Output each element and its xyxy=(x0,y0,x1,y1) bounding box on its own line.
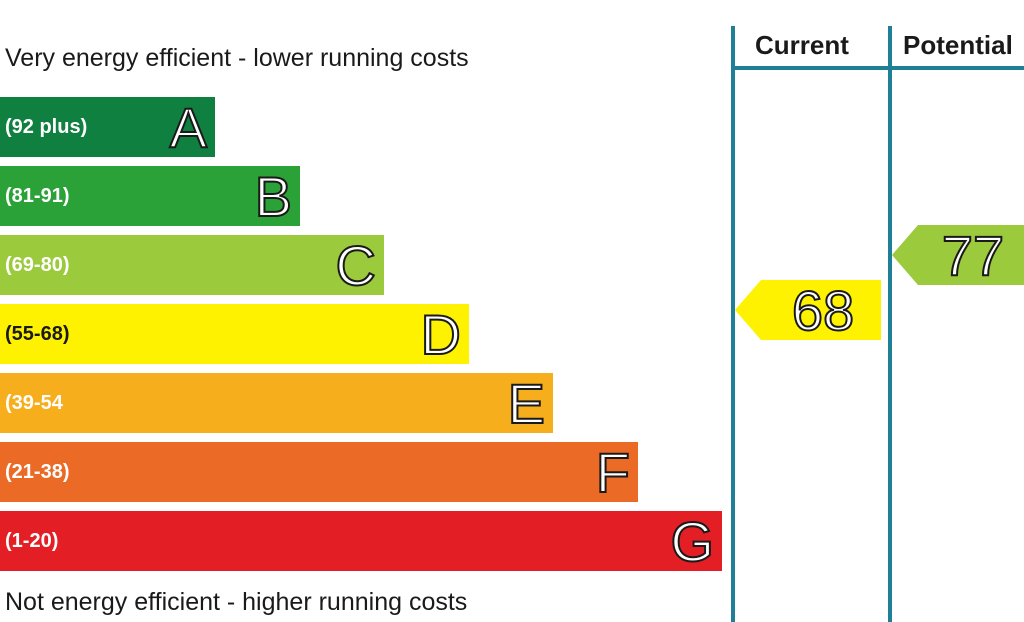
band-d: (55-68) D xyxy=(0,303,469,367)
potential-column-divider xyxy=(888,26,892,622)
band-letter: D xyxy=(420,303,462,367)
potential-value: 77 xyxy=(942,224,1004,287)
band-range-label: (1-20) xyxy=(5,530,59,552)
band-a: (92 plus) A xyxy=(0,96,215,160)
band-range-label: (81-91) xyxy=(5,185,70,207)
band-e: (39-54 E xyxy=(0,372,553,436)
band-range-label: (92 plus) xyxy=(5,116,88,138)
band-letter: G xyxy=(669,510,715,574)
band-range-label: (21-38) xyxy=(5,461,70,483)
current-column-divider xyxy=(731,26,735,622)
current-arrow xyxy=(735,280,881,340)
band-letter: B xyxy=(254,165,293,229)
band-range-label: (55-68) xyxy=(5,323,70,345)
band-range-label: (69-80) xyxy=(5,254,70,276)
potential-arrow xyxy=(892,225,1024,285)
band-letter: A xyxy=(169,96,208,160)
current-column-header: Current xyxy=(755,30,849,60)
band-letter: C xyxy=(335,234,377,298)
band-c: (69-80) C xyxy=(0,234,384,298)
band-letter: E xyxy=(507,372,546,436)
bottom-caption: Not energy efficient - higher running co… xyxy=(5,588,468,616)
band-f: (21-38) F xyxy=(0,441,638,505)
band-b: (81-91) B xyxy=(0,165,300,229)
band-range-label: (39-54 xyxy=(5,392,63,414)
current-value: 68 xyxy=(792,279,854,342)
potential-column-header: Potential xyxy=(903,30,1013,60)
band-g: (1-20) G xyxy=(0,510,722,574)
header-divider xyxy=(731,66,1024,70)
band-letter: F xyxy=(595,441,631,505)
top-caption: Very energy efficient - lower running co… xyxy=(5,44,469,72)
